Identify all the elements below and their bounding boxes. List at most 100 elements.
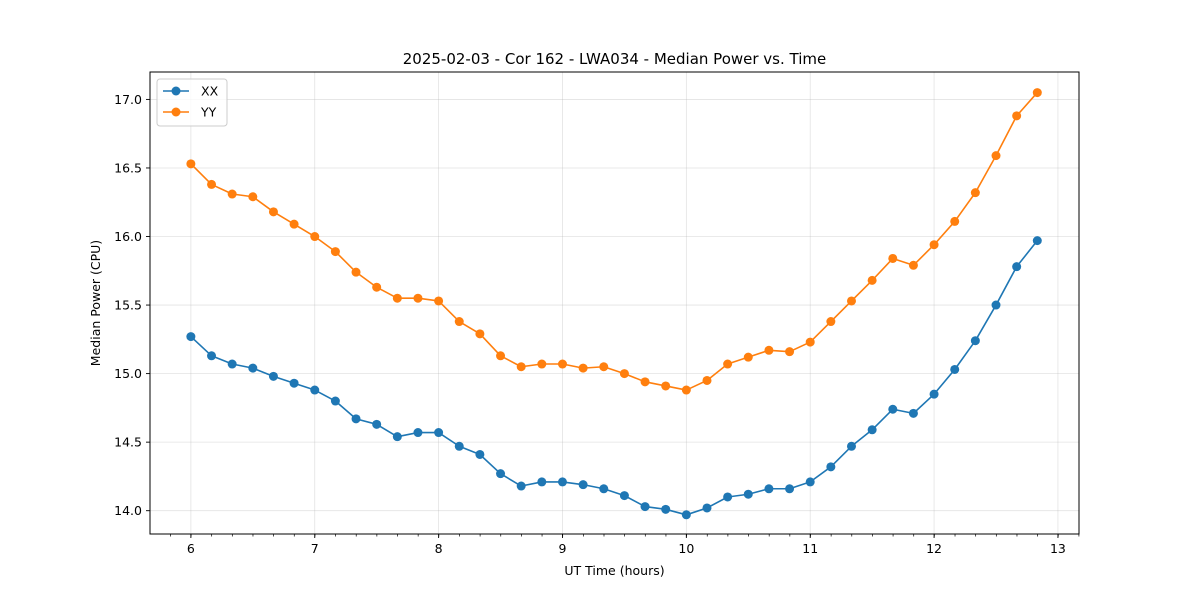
- y-tick-label: 16.5: [114, 160, 142, 175]
- series-yy: [186, 88, 1042, 395]
- data-point-yy: [929, 240, 939, 250]
- data-point-yy: [434, 296, 444, 306]
- data-point-xx: [929, 389, 939, 399]
- data-point-yy: [207, 179, 217, 189]
- data-point-xx: [702, 503, 712, 513]
- data-point-yy: [702, 375, 712, 385]
- x-tick-label: 11: [802, 541, 818, 556]
- data-point-yy: [289, 219, 299, 229]
- data-point-xx: [599, 484, 609, 494]
- series-xx: [186, 236, 1042, 520]
- data-point-xx: [186, 332, 196, 342]
- data-point-yy: [351, 267, 361, 277]
- data-point-xx: [1012, 262, 1022, 272]
- data-point-xx: [640, 502, 650, 512]
- data-point-yy: [372, 282, 382, 292]
- plot-frame: [149, 71, 1080, 535]
- data-point-yy: [186, 159, 196, 169]
- chart-title: 2025-02-03 - Cor 162 - LWA034 - Median P…: [403, 50, 827, 68]
- data-point-yy: [599, 362, 609, 372]
- data-point-xx: [289, 378, 299, 388]
- data-point-yy: [640, 377, 650, 387]
- data-point-yy: [557, 359, 567, 369]
- x-tick-label: 6: [187, 541, 195, 556]
- data-point-yy: [970, 188, 980, 198]
- x-tick-label: 10: [678, 541, 694, 556]
- data-point-yy: [1032, 88, 1042, 98]
- ticks: 6 7 8 9 10 11 12 13 14.0 14.5 15.0 15.5 16.0 16.5 17.0: [114, 92, 1080, 556]
- data-point-yy: [743, 352, 753, 362]
- data-point-xx: [496, 469, 506, 479]
- data-point-xx: [475, 449, 485, 459]
- data-point-xx: [826, 462, 836, 472]
- y-tick-label: 14.5: [114, 435, 142, 450]
- data-point-yy: [619, 369, 629, 379]
- data-point-xx: [805, 477, 815, 487]
- data-point-xx: [392, 432, 402, 442]
- data-point-yy: [785, 347, 795, 357]
- data-point-yy: [826, 317, 836, 327]
- data-point-xx: [970, 336, 980, 346]
- data-point-xx: [227, 359, 237, 369]
- data-point-yy: [805, 337, 815, 347]
- data-point-xx: [537, 477, 547, 487]
- data-point-xx: [908, 408, 918, 418]
- x-tick-label: 12: [926, 541, 942, 556]
- x-tick-label: 13: [1050, 541, 1066, 556]
- data-point-xx: [743, 489, 753, 499]
- data-point-yy: [991, 151, 1001, 161]
- data-point-xx: [330, 396, 340, 406]
- y-axis-label: Median Power (CPU): [88, 240, 103, 366]
- data-point-yy: [867, 275, 877, 285]
- data-point-yy: [496, 351, 506, 361]
- data-point-xx: [846, 441, 856, 451]
- data-point-xx: [764, 484, 774, 494]
- legend-label-xx: XX: [201, 84, 219, 99]
- y-tick-label: 17.0: [114, 92, 142, 107]
- data-point-xx: [867, 425, 877, 435]
- legend-label-yy: YY: [200, 105, 217, 120]
- data-point-yy: [950, 216, 960, 226]
- data-point-xx: [723, 492, 733, 502]
- data-point-yy: [681, 385, 691, 395]
- legend-marker-xx: [171, 86, 181, 96]
- data-point-yy: [1012, 111, 1022, 121]
- x-tick-label: 7: [311, 541, 319, 556]
- data-point-xx: [207, 351, 217, 361]
- data-point-xx: [310, 385, 320, 395]
- data-point-yy: [330, 247, 340, 257]
- data-point-yy: [723, 359, 733, 369]
- data-point-yy: [454, 317, 464, 327]
- data-point-xx: [516, 481, 526, 491]
- data-point-yy: [392, 293, 402, 303]
- data-point-xx: [661, 504, 671, 514]
- data-point-yy: [578, 363, 588, 373]
- grid: [150, 72, 1079, 534]
- data-point-xx: [454, 441, 464, 451]
- data-point-xx: [372, 419, 382, 429]
- data-point-xx: [888, 404, 898, 414]
- legend: XX YY: [156, 78, 228, 127]
- data-point-xx: [619, 491, 629, 501]
- data-point-yy: [248, 192, 258, 202]
- data-point-xx: [351, 414, 361, 424]
- x-tick-label: 9: [558, 541, 566, 556]
- data-point-xx: [681, 510, 691, 520]
- y-tick-label: 14.0: [114, 503, 142, 518]
- data-point-xx: [557, 477, 567, 487]
- data-point-xx: [578, 480, 588, 490]
- x-axis-label: UT Time (hours): [564, 563, 664, 578]
- data-point-yy: [227, 189, 237, 199]
- data-point-yy: [516, 362, 526, 372]
- data-point-yy: [908, 260, 918, 270]
- data-point-xx: [434, 428, 444, 438]
- y-tick-label: 16.0: [114, 229, 142, 244]
- x-tick-label: 8: [435, 541, 443, 556]
- data-point-yy: [310, 232, 320, 242]
- data-point-xx: [991, 300, 1001, 310]
- data-point-yy: [846, 296, 856, 306]
- data-point-xx: [268, 371, 278, 381]
- data-point-yy: [475, 329, 485, 339]
